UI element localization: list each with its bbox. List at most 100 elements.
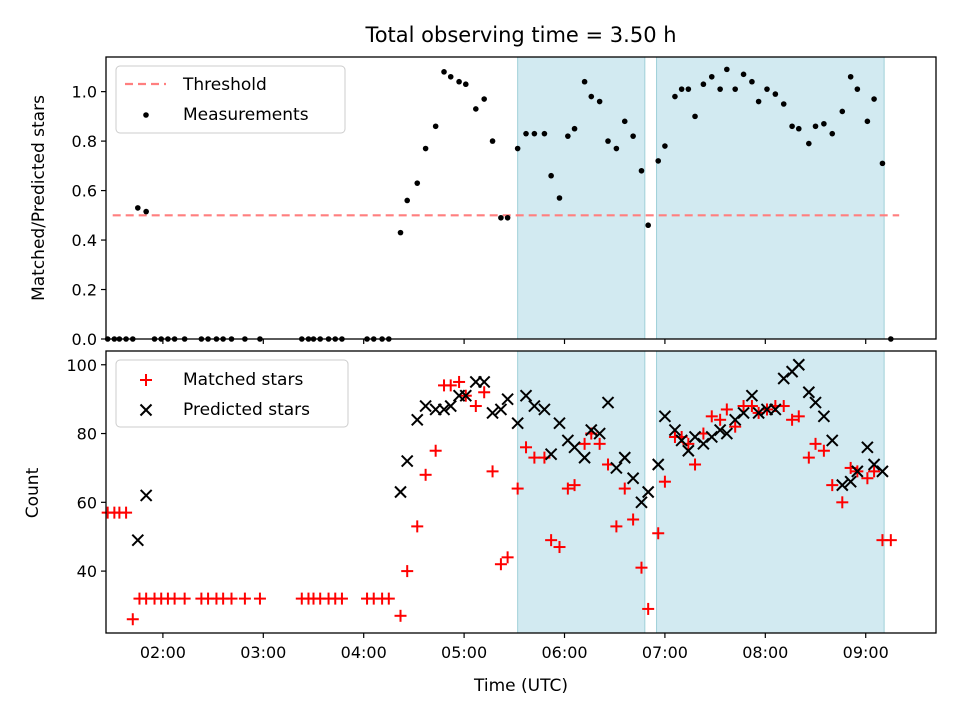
measurement-point xyxy=(432,123,439,130)
matched-star-point xyxy=(120,506,133,519)
predicted-star-point xyxy=(477,375,491,389)
x-tick-label: 06:00 xyxy=(541,643,587,662)
x-tick-label: 07:00 xyxy=(642,643,688,662)
predicted-star-point xyxy=(658,410,672,423)
matched-star-point xyxy=(501,551,514,564)
matched-star-point xyxy=(618,482,631,495)
predicted-star-point xyxy=(705,430,718,444)
measurement-point xyxy=(829,130,836,137)
predicted-star-point xyxy=(675,434,688,447)
legend-measurements-label: Measurements xyxy=(183,105,309,125)
measurement-point xyxy=(708,73,715,80)
matched-star-point xyxy=(411,520,424,533)
predicted-star-point xyxy=(867,458,881,471)
matched-star-point xyxy=(610,520,623,533)
bottom-axes-frame xyxy=(105,350,937,634)
measurement-point xyxy=(780,101,787,107)
measurement-point xyxy=(700,81,707,88)
predicted-star-point xyxy=(593,427,606,440)
predicted-star-point xyxy=(131,533,145,547)
measurement-point xyxy=(473,106,479,112)
measurement-point xyxy=(795,125,802,132)
measurement-point xyxy=(740,71,747,78)
measurement-point xyxy=(441,69,447,75)
predicted-star-point xyxy=(851,465,864,478)
legend-matched-swatch xyxy=(140,374,152,386)
bottom-y-tick-label: 100 xyxy=(66,356,97,375)
measurement-point xyxy=(447,73,454,80)
matched-star-point xyxy=(178,592,191,605)
predicted-star-point xyxy=(511,417,524,430)
predicted-star-point xyxy=(528,399,541,413)
measurement-point xyxy=(732,86,738,92)
shaded-interval-2 xyxy=(656,350,885,634)
matched-star-point xyxy=(453,375,466,388)
measurement-point xyxy=(645,222,651,229)
predicted-star-point xyxy=(652,458,665,471)
measurement-point xyxy=(672,93,678,100)
matched-star-point xyxy=(429,444,442,457)
predicted-star-point xyxy=(809,396,822,409)
predicted-star-point xyxy=(745,389,759,402)
measurement-point xyxy=(556,195,563,201)
predicted-star-point xyxy=(728,413,742,426)
measurement-point xyxy=(498,214,504,221)
predicted-star-point xyxy=(568,441,581,454)
top-legend-box xyxy=(115,65,346,134)
matched-star-point xyxy=(627,513,640,526)
predicted-star-point xyxy=(802,386,816,399)
measurement-point xyxy=(854,86,861,92)
matched-star-point xyxy=(792,410,805,423)
matched-star-point xyxy=(394,609,407,622)
top-y-tick-label: 0.6 xyxy=(72,182,97,201)
measurement-point xyxy=(404,197,411,204)
matched-star-point xyxy=(545,534,558,547)
predicted-star-point xyxy=(139,489,153,502)
x-tick-label: 09:00 xyxy=(843,643,889,662)
predicted-star-point xyxy=(876,465,889,478)
measurement-point xyxy=(548,172,554,179)
matched-star-point xyxy=(578,437,591,450)
matched-star-point xyxy=(809,437,822,450)
predicted-star-point xyxy=(437,403,451,416)
measurement-point xyxy=(422,145,429,152)
matched-star-point xyxy=(593,437,606,450)
measurement-point xyxy=(864,118,871,125)
measurement-point xyxy=(764,86,770,92)
legend-threshold-label: Threshold xyxy=(182,75,267,95)
measurement-point xyxy=(638,167,645,174)
measurement-point xyxy=(571,125,578,132)
measurement-point xyxy=(581,78,588,85)
measurement-point xyxy=(806,140,812,147)
legend-predicted-label: Predicted stars xyxy=(183,400,310,420)
top-axes-frame xyxy=(105,56,937,340)
x-tick-label: 08:00 xyxy=(742,643,788,662)
x-tick-label: 04:00 xyxy=(341,643,387,662)
measurement-point xyxy=(489,138,496,144)
matched-star-point xyxy=(478,386,491,399)
chart-title: Total observing time = 3.50 h xyxy=(364,23,676,47)
measurement-point xyxy=(847,73,854,80)
measurement-point xyxy=(613,145,620,152)
measurement-point xyxy=(531,130,538,137)
bottom-legend-box xyxy=(115,359,349,428)
matched-star-point xyxy=(253,592,266,605)
measurement-point xyxy=(839,108,846,115)
shaded-interval-1 xyxy=(517,56,646,340)
matched-star-point xyxy=(520,441,533,454)
predicted-star-point xyxy=(688,430,702,444)
measurement-point xyxy=(456,78,462,85)
top-y-tick-label: 0.0 xyxy=(72,330,97,349)
bottom-y-tick-label: 80 xyxy=(77,425,97,444)
measurement-point xyxy=(621,118,628,125)
matched-star-point xyxy=(486,465,499,478)
predicted-star-point xyxy=(697,437,710,451)
predicted-star-point xyxy=(844,475,857,488)
predicted-star-point xyxy=(635,496,648,509)
measurement-point xyxy=(462,81,469,88)
matched-star-point xyxy=(720,403,733,416)
matched-star-point xyxy=(126,613,139,626)
measurement-point xyxy=(605,138,611,144)
matched-star-point xyxy=(745,400,758,413)
top-y-tick-label: 0.4 xyxy=(72,231,97,250)
